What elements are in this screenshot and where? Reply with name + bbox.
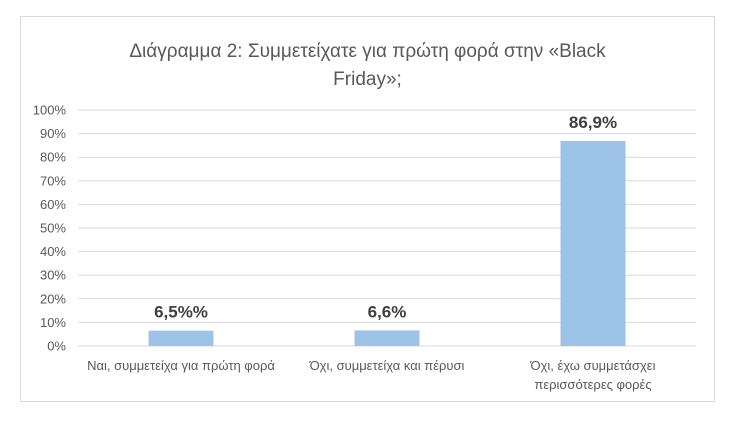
y-tick-label: 80%: [40, 150, 66, 165]
chart-title: Διάγραμμα 2: Συμμετείχατε για πρώτη φορά…: [20, 38, 715, 94]
y-tick-label: 100%: [33, 103, 67, 118]
y-tick-label: 0%: [47, 339, 66, 354]
y-tick-label: 10%: [40, 315, 66, 330]
data-label: 6,5%%: [154, 303, 208, 322]
bar: [148, 330, 214, 346]
y-tick-label: 70%: [40, 173, 66, 188]
y-tick-label: 40%: [40, 244, 66, 259]
data-label: 6,6%: [368, 302, 407, 321]
y-tick-label: 60%: [40, 197, 66, 212]
bar: [560, 140, 626, 346]
y-tick-label: 90%: [40, 126, 66, 141]
category-label: Όχι, συμμετείχα και πέρυσι: [309, 358, 465, 373]
y-tick-label: 50%: [40, 221, 66, 236]
chart-title-line-2: Friday»;: [333, 69, 402, 90]
category-label: Ναι, συμμετείχα για πρώτη φορά: [87, 358, 275, 373]
bar: [354, 330, 420, 346]
chart-title-line-1: Διάγραμμα 2: Συμμετείχατε για πρώτη φορά…: [129, 41, 606, 62]
data-label: 86,9%: [569, 113, 617, 132]
y-tick-label: 30%: [40, 268, 66, 283]
y-tick-label: 20%: [40, 291, 66, 306]
category-label: Όχι, έχω συμμετάσχει: [530, 358, 656, 373]
category-label: περισσότερες φορές: [534, 377, 651, 392]
